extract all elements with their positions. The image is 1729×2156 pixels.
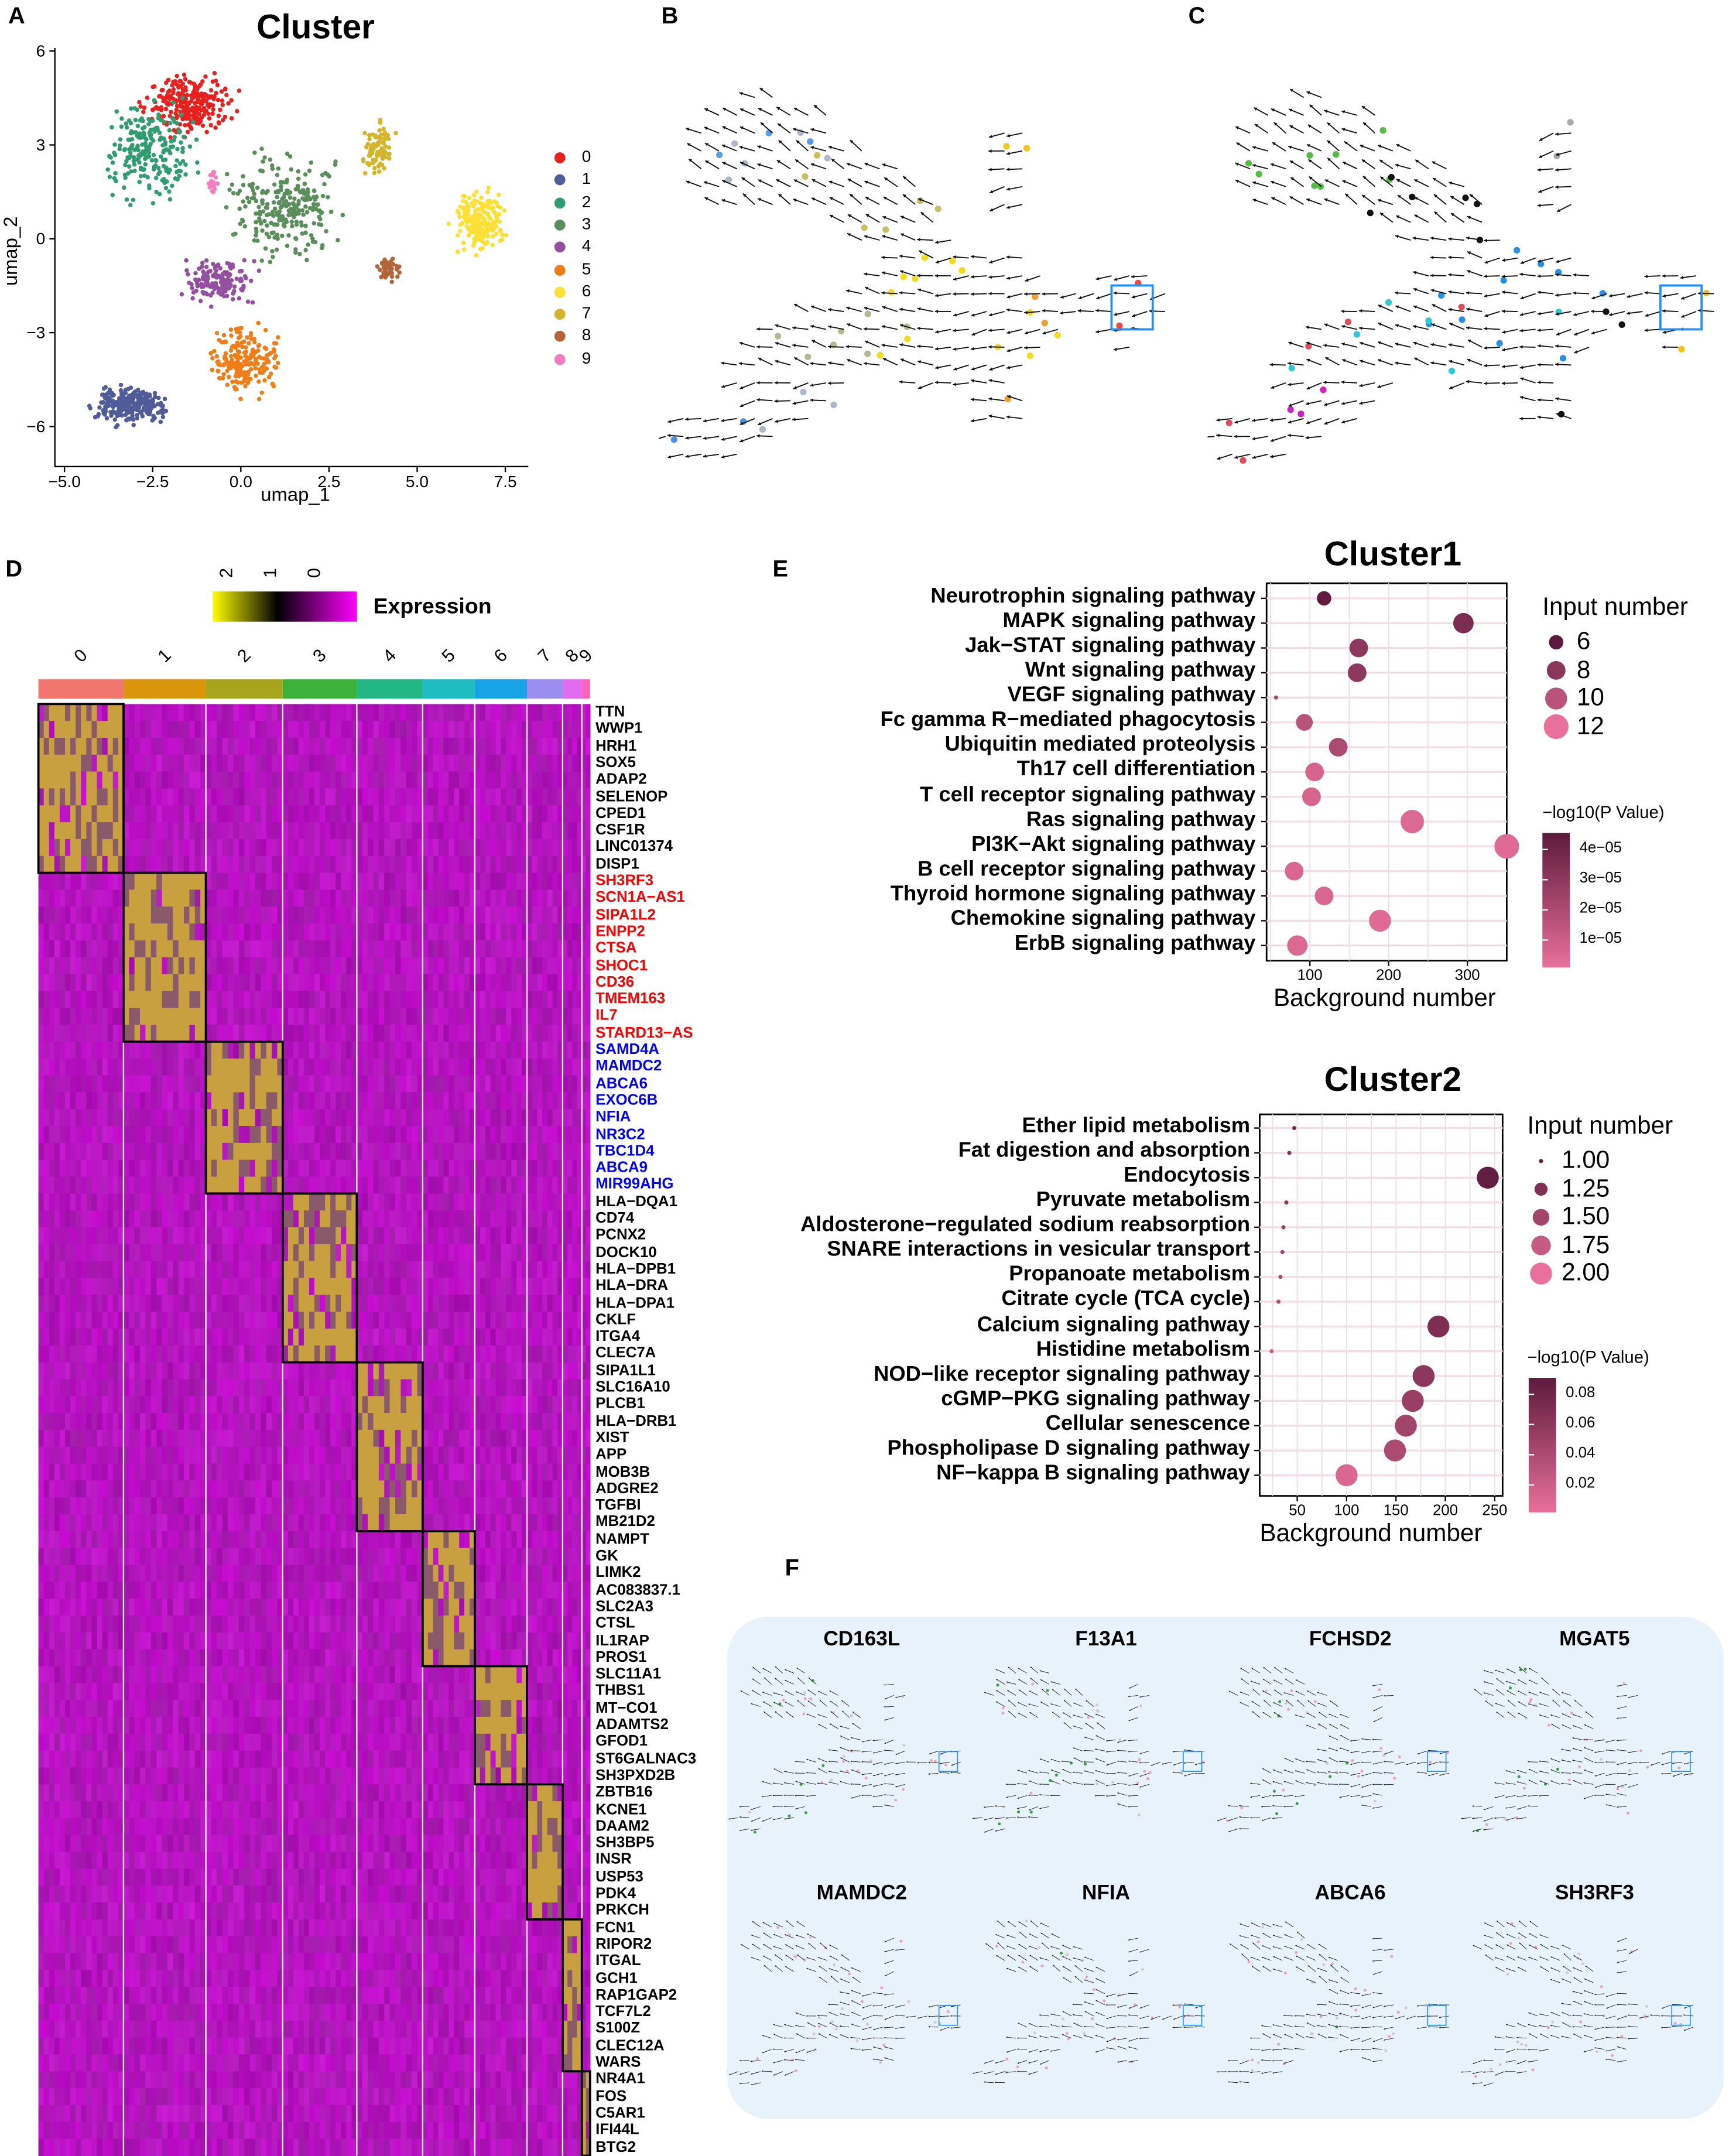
panel-label-f: F xyxy=(785,1555,799,1582)
